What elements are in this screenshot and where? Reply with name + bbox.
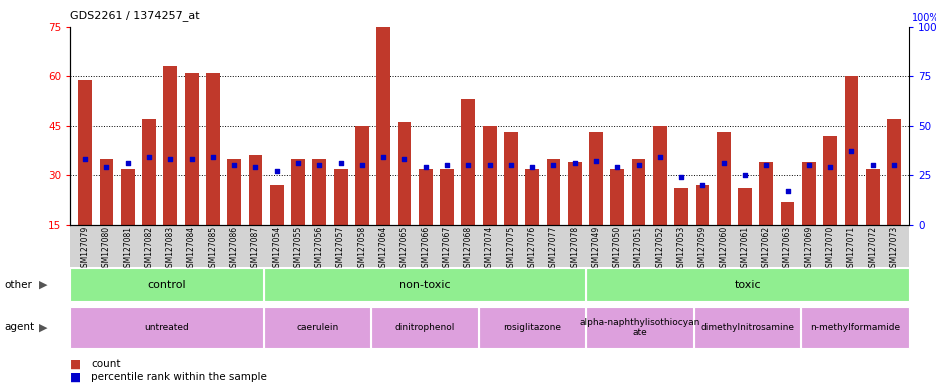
Point <box>609 164 624 170</box>
Point <box>461 162 475 169</box>
Point <box>417 164 432 170</box>
Bar <box>206 73 220 225</box>
Bar <box>780 202 794 225</box>
Point <box>78 156 93 162</box>
Bar <box>716 132 730 225</box>
Bar <box>482 126 496 225</box>
Point <box>758 162 773 169</box>
Point <box>715 160 730 166</box>
Bar <box>79 79 92 225</box>
Text: n-methylformamide: n-methylformamide <box>810 323 899 332</box>
Bar <box>142 119 155 225</box>
Point <box>269 168 284 174</box>
Point <box>205 154 220 161</box>
Text: untreated: untreated <box>144 323 189 332</box>
Bar <box>504 132 518 225</box>
Point <box>332 160 347 166</box>
Bar <box>652 126 666 225</box>
Bar <box>99 159 113 225</box>
Bar <box>609 169 623 225</box>
Bar <box>886 119 899 225</box>
Point <box>631 162 646 169</box>
Point <box>737 172 752 178</box>
Bar <box>865 169 879 225</box>
Point <box>800 162 815 169</box>
Bar <box>312 159 326 225</box>
Point <box>439 162 454 169</box>
Text: agent: agent <box>5 322 35 333</box>
Bar <box>567 162 581 225</box>
Bar <box>291 159 304 225</box>
Point <box>780 188 795 194</box>
Point <box>843 148 858 154</box>
Point <box>524 164 539 170</box>
Point <box>397 156 412 162</box>
Point <box>248 164 263 170</box>
Text: caerulein: caerulein <box>296 323 338 332</box>
Point <box>885 162 900 169</box>
Text: control: control <box>148 280 186 290</box>
Point <box>375 154 390 161</box>
Text: other: other <box>5 280 33 290</box>
Point <box>695 182 709 188</box>
Bar <box>397 122 411 225</box>
Point <box>651 154 666 161</box>
Bar <box>695 185 709 225</box>
Bar <box>823 136 836 225</box>
Bar <box>461 99 475 225</box>
Text: ▶: ▶ <box>39 322 48 333</box>
Bar <box>525 169 538 225</box>
Text: non-toxic: non-toxic <box>399 280 450 290</box>
Point <box>163 156 178 162</box>
Point <box>183 156 198 162</box>
Bar <box>227 159 241 225</box>
Point <box>99 164 114 170</box>
Text: 100%: 100% <box>912 13 936 23</box>
Bar <box>674 189 687 225</box>
Point <box>141 154 156 161</box>
Point <box>546 162 561 169</box>
Bar <box>843 76 857 225</box>
Text: GDS2261 / 1374257_at: GDS2261 / 1374257_at <box>70 10 199 20</box>
Point <box>120 160 135 166</box>
Bar <box>418 169 432 225</box>
Point <box>673 174 688 180</box>
Point <box>227 162 241 169</box>
Text: dinitrophenol: dinitrophenol <box>394 323 455 332</box>
Text: ▶: ▶ <box>39 280 48 290</box>
Point <box>312 162 327 169</box>
Text: alpha-naphthylisothiocyan
ate: alpha-naphthylisothiocyan ate <box>579 318 699 337</box>
Point <box>290 160 305 166</box>
Bar <box>546 159 560 225</box>
Bar <box>376 27 389 225</box>
Bar <box>440 169 453 225</box>
Text: percentile rank within the sample: percentile rank within the sample <box>91 372 267 382</box>
Point <box>481 162 496 169</box>
Bar <box>801 162 815 225</box>
Bar <box>758 162 772 225</box>
Point <box>354 162 369 169</box>
Bar <box>333 169 347 225</box>
Point <box>566 160 581 166</box>
Bar <box>589 132 602 225</box>
Point <box>822 164 837 170</box>
Bar <box>121 169 135 225</box>
Text: dimethylnitrosamine: dimethylnitrosamine <box>700 323 794 332</box>
Text: rosiglitazone: rosiglitazone <box>503 323 561 332</box>
Point <box>864 162 879 169</box>
Bar <box>184 73 198 225</box>
Text: toxic: toxic <box>734 280 760 290</box>
Bar <box>270 185 284 225</box>
Point <box>588 158 603 164</box>
Text: ■: ■ <box>70 371 81 384</box>
Bar <box>163 66 177 225</box>
Text: ■: ■ <box>70 358 81 371</box>
Bar <box>738 189 751 225</box>
Bar <box>248 156 262 225</box>
Text: count: count <box>91 359 120 369</box>
Point <box>503 162 518 169</box>
Bar <box>355 126 369 225</box>
Bar <box>631 159 645 225</box>
